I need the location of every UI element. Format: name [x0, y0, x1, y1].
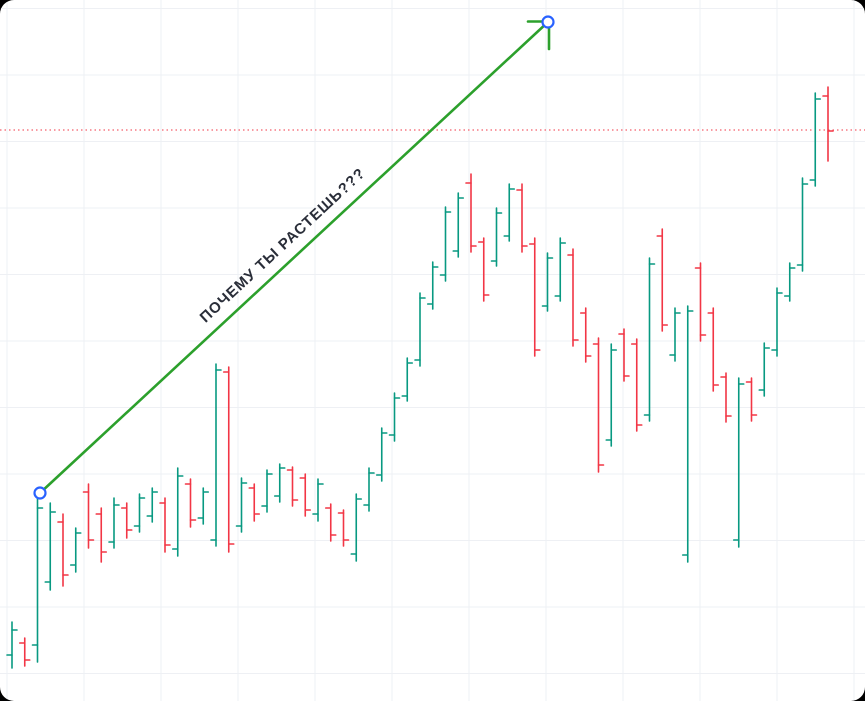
ohlc-bar: [579, 307, 592, 363]
ohlc-bar: [120, 502, 133, 539]
ohlc-bar: [222, 366, 235, 553]
ohlc-bar: [554, 237, 567, 302]
ohlc-bar: [656, 228, 669, 332]
ohlc-bar: [541, 252, 554, 312]
ohlc-bar: [375, 427, 388, 482]
ohlc-bar: [146, 487, 159, 523]
ohlc-bar: [605, 343, 618, 447]
ohlc-bar: [31, 496, 44, 663]
ohlc-bar: [681, 305, 694, 563]
ohlc-bar: [324, 503, 337, 542]
ohlc-bar: [44, 502, 57, 591]
trendline[interactable]: [38, 20, 550, 495]
ohlc-bar: [528, 237, 541, 357]
ohlc-bar: [490, 207, 503, 267]
ohlc-bar: [108, 497, 120, 549]
ohlc-bar: [809, 92, 822, 187]
ohlc-bar: [477, 237, 490, 302]
ohlc-bar: [273, 463, 286, 503]
ohlc-bar: [337, 509, 350, 547]
ohlc-bar: [592, 337, 605, 473]
ohlc-bar: [388, 392, 401, 442]
ohlc-bar: [630, 338, 643, 432]
ohlc-bar: [452, 192, 465, 258]
ohlc-bar: [197, 487, 210, 525]
ohlc-bar: [669, 307, 681, 362]
ohlc-bar: [401, 357, 414, 402]
ohlc-bar: [503, 183, 516, 242]
annotation-text: ПОЧЕМУ ТЫ РАСТЕШЬ???: [197, 165, 369, 326]
ohlc-bar: [414, 292, 426, 367]
ohlc-bar: [133, 493, 146, 533]
ohlc-bar: [732, 377, 745, 548]
ohlc-bar: [439, 206, 452, 282]
ohlc-bar: [363, 467, 375, 512]
ohlc-bar: [95, 507, 108, 563]
ohlc-bar: [567, 248, 579, 347]
ohlc-bar: [783, 262, 796, 302]
trendline-handle-end[interactable]: [541, 15, 555, 29]
trend-arrow-drawing[interactable]: [33, 15, 555, 500]
ohlc-bar: [694, 262, 707, 342]
ohlc-bar: [69, 527, 82, 573]
ohlc-bar: [82, 483, 95, 549]
ohlc-bar: [57, 513, 69, 587]
ohlc-bar: [299, 473, 312, 517]
ohlc-bar: [426, 261, 439, 310]
ohlc-bar: [465, 173, 477, 253]
ohlc-bar: [758, 342, 771, 397]
ohlc-bar: [210, 363, 222, 547]
ohlc-bar: [184, 478, 197, 528]
ohlc-bar: [618, 328, 630, 382]
ohlc-bars: [6, 86, 834, 669]
ohlc-bar: [822, 86, 834, 162]
trendline-handle-start[interactable]: [33, 486, 47, 500]
ohlc-bar: [516, 183, 528, 253]
ohlc-bar: [720, 372, 732, 423]
ohlc-bar: [312, 478, 324, 522]
ohlc-bar: [159, 497, 171, 553]
ohlc-bar: [643, 257, 656, 422]
ohlc-bar: [171, 467, 184, 557]
ohlc-bar: [350, 493, 363, 562]
ohlc-bar: [707, 307, 720, 392]
ohlc-bar: [745, 377, 758, 422]
ohlc-bar: [6, 621, 18, 669]
ohlc-bar: [286, 466, 299, 507]
ohlc-bar: [18, 637, 31, 667]
ohlc-bar: [248, 483, 261, 522]
ohlc-bar: [796, 177, 809, 272]
ohlc-bar: [771, 287, 783, 357]
ohlc-bar: [235, 477, 248, 533]
ohlc-bar: [261, 469, 273, 513]
